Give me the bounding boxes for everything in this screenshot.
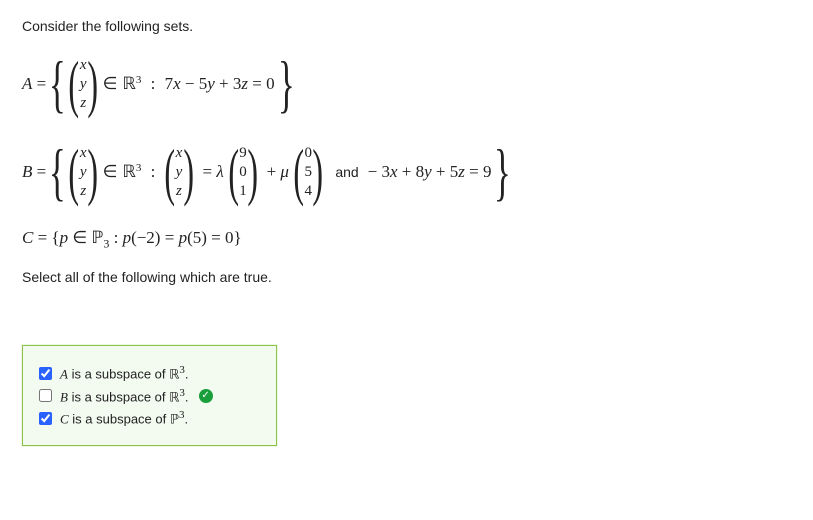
- element-of: ∈: [100, 162, 121, 182]
- vector-xyz: ( x y z ): [69, 140, 98, 204]
- vector-xyz: ( x y z ): [165, 140, 194, 204]
- brace-left-icon: {: [49, 52, 66, 116]
- set-a-name: A: [22, 74, 32, 93]
- set-c-definition: C = {p ∈ ℙ3 : p(−2) = p(5) = 0}: [22, 228, 791, 251]
- set-c-name: C: [22, 228, 33, 247]
- element-of: ∈: [100, 74, 121, 94]
- real-symbol: [122, 162, 135, 181]
- set-b-condition2: − 3x + 8y + 5z = 9: [368, 162, 492, 182]
- set-b-definition: B = { ( x y z ) ∈ 3 : ( x y z ) = λ (: [22, 140, 791, 204]
- superscript: 3: [136, 162, 142, 174]
- option-label: C is a subspace of ℙ3.: [60, 409, 188, 427]
- equals-lambda: = λ: [195, 162, 226, 182]
- correct-tick-icon: ✓: [199, 389, 213, 403]
- option-checkbox[interactable]: [39, 412, 52, 425]
- set-a-condition: 7x − 5y + 3z = 0: [165, 74, 275, 94]
- option-label: B is a subspace of ℝ3.: [60, 387, 189, 405]
- colon: :: [143, 162, 162, 182]
- vector-num2: ( 0 5 4 ): [294, 140, 323, 204]
- and-word: and: [325, 164, 366, 180]
- option-label: A is a subspace of ℝ3.: [60, 364, 189, 382]
- option-checkbox[interactable]: [39, 389, 52, 402]
- set-b-name: B: [22, 162, 32, 181]
- option-row: B is a subspace of ℝ3. ✓: [39, 387, 260, 405]
- colon: :: [143, 74, 162, 94]
- brace-right-icon: }: [494, 140, 511, 204]
- brace-left-icon: {: [49, 140, 66, 204]
- intro-text: Consider the following sets.: [22, 18, 791, 34]
- vector-num1: ( 9 0 1 ): [229, 140, 258, 204]
- superscript: 3: [136, 74, 142, 86]
- option-row: C is a subspace of ℙ3.: [39, 409, 260, 427]
- set-a-definition: A = { ( x y z ) ∈ 3 : 7x − 5y + 3z = 0 }: [22, 52, 791, 116]
- select-prompt: Select all of the following which are tr…: [22, 269, 791, 285]
- answer-options-box: A is a subspace of ℝ3. B is a subspace of…: [22, 345, 277, 446]
- vector-xyz: ( x y z ): [69, 52, 98, 116]
- brace-right-icon: }: [278, 52, 295, 116]
- option-checkbox[interactable]: [39, 367, 52, 380]
- plus-mu: + μ: [259, 162, 292, 182]
- option-row: A is a subspace of ℝ3.: [39, 364, 260, 382]
- real-symbol: [122, 74, 135, 93]
